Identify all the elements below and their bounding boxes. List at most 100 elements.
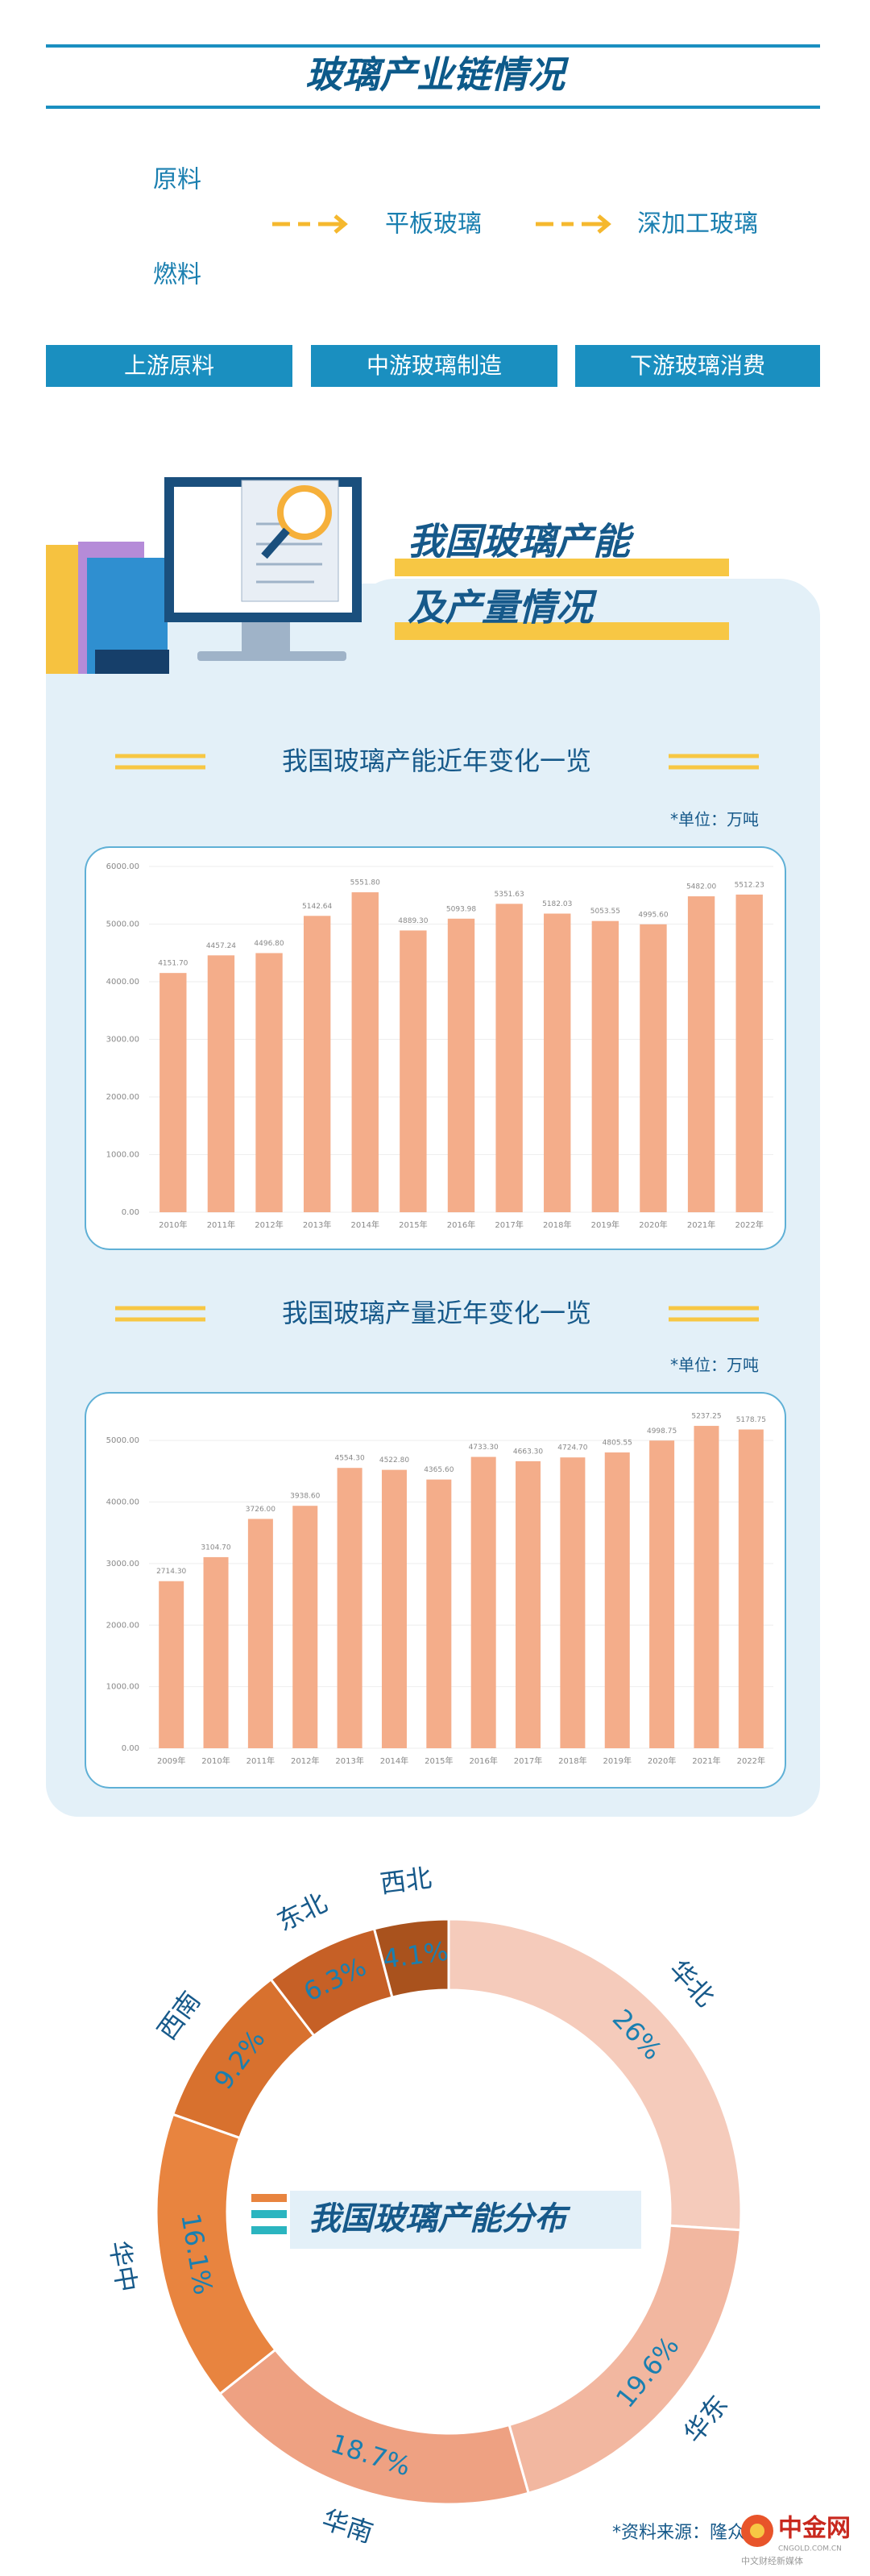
y-tick-label: 5000.00 [106, 1436, 139, 1445]
value-label: 5142.64 [302, 903, 332, 911]
value-label: 4496.80 [254, 940, 284, 948]
bar [470, 1456, 496, 1748]
chart-title: 我国玻璃产能近年变化一览 [282, 746, 591, 776]
x-tick-label: 2021年 [692, 1755, 720, 1766]
stage-label: 上游原料 [124, 352, 214, 379]
donut-segment [218, 2348, 530, 2506]
value-label: 4663.30 [513, 1448, 543, 1456]
bar [560, 1457, 586, 1748]
bar [351, 892, 379, 1212]
value-label: 5237.25 [691, 1413, 721, 1421]
bar [447, 918, 475, 1212]
section-icon [46, 477, 362, 674]
y-tick-label: 1000.00 [106, 1151, 139, 1160]
value-label: 3104.70 [201, 1544, 230, 1552]
bar [337, 1468, 362, 1748]
bar [400, 930, 427, 1212]
heading-deco [115, 754, 759, 1322]
value-label: 5512.23 [735, 881, 764, 889]
x-tick-label: 2012年 [255, 1219, 283, 1230]
value-label: 4995.60 [638, 911, 668, 919]
x-tick-label: 2011年 [207, 1219, 235, 1230]
x-tick-label: 2010年 [159, 1219, 187, 1230]
x-tick-label: 2014年 [380, 1755, 408, 1766]
flow-step: 平板玻璃 [385, 210, 482, 239]
donut-segment [447, 1917, 743, 2232]
value-label: 5482.00 [686, 883, 716, 891]
y-tick-label: 0.00 [122, 1744, 139, 1753]
donut-title: 我国玻璃产能分布 [309, 2200, 571, 2237]
x-tick-label: 2013年 [335, 1755, 363, 1766]
donut-title-icon [251, 2226, 287, 2234]
bar [255, 953, 283, 1212]
y-tick-label: 0.00 [122, 1208, 139, 1217]
x-tick-label: 2016年 [447, 1219, 475, 1230]
flow-input: 原料 [153, 166, 201, 194]
bar [426, 1479, 452, 1748]
stage-box [46, 345, 292, 387]
value-label: 5178.75 [736, 1416, 766, 1424]
x-tick-label: 2018年 [543, 1219, 571, 1230]
x-tick-label: 2010年 [201, 1755, 230, 1766]
bar [516, 1460, 541, 1748]
region-label: 西南 [151, 1986, 206, 2046]
x-tick-label: 2015年 [399, 1219, 427, 1230]
value-label: 5182.03 [542, 900, 572, 908]
bar [207, 955, 235, 1212]
x-tick-label: 2017年 [495, 1219, 523, 1230]
value-label: 5053.55 [590, 908, 620, 916]
bar [591, 920, 619, 1212]
donut-segment [372, 1917, 450, 1999]
bar [160, 973, 187, 1212]
x-tick-label: 2016年 [469, 1755, 497, 1766]
y-tick-label: 6000.00 [106, 862, 139, 871]
value-label: 2714.30 [156, 1568, 186, 1576]
region-label: 东北 [272, 1887, 332, 1937]
value-label: 4457.24 [206, 942, 236, 950]
bar [159, 1581, 184, 1748]
donut-segment [155, 2113, 277, 2396]
value-label: 4805.55 [603, 1440, 632, 1448]
bar [738, 1429, 764, 1748]
donut-title-icon [251, 2194, 287, 2202]
logo-mark [750, 2524, 764, 2538]
flow-input: 燃料 [153, 261, 201, 289]
header-title: 玻璃产业链情况 [305, 53, 570, 97]
title-highlight [395, 559, 729, 576]
x-tick-label: 2020年 [648, 1755, 676, 1766]
section-title: 及产量情况 [408, 586, 598, 629]
x-tick-label: 2015年 [425, 1755, 453, 1766]
bar [640, 924, 667, 1212]
stage-label: 下游玻璃消费 [630, 352, 765, 379]
x-tick-label: 2014年 [351, 1219, 379, 1230]
bar [687, 896, 715, 1212]
x-tick-label: 2020年 [639, 1219, 667, 1230]
y-tick-label: 3000.00 [106, 1560, 139, 1568]
x-tick-label: 2012年 [291, 1755, 319, 1766]
x-tick-label: 2022年 [737, 1755, 765, 1766]
value-label: 4724.70 [557, 1444, 587, 1452]
value-label: 4151.70 [158, 960, 188, 968]
value-label: 5551.80 [350, 879, 380, 887]
bar [292, 1506, 318, 1748]
value-label: 4733.30 [469, 1444, 499, 1452]
logo-domain: CNGOLD.COM.CN [778, 2545, 842, 2553]
value-label: 4554.30 [334, 1455, 364, 1463]
x-tick-label: 2013年 [303, 1219, 331, 1230]
y-tick-label: 2000.00 [106, 1093, 139, 1102]
x-tick-label: 2021年 [687, 1219, 715, 1230]
logo-name: 中金网 [778, 2515, 851, 2543]
bar [247, 1519, 273, 1748]
stage-box [575, 345, 820, 387]
value-label: 3726.00 [246, 1506, 276, 1514]
chart-frame [85, 846, 786, 1250]
flow-step: 深加工玻璃 [637, 210, 758, 239]
x-tick-label: 2019年 [603, 1755, 632, 1766]
bar [604, 1452, 630, 1748]
title-highlight [395, 622, 729, 640]
value-label: 4522.80 [379, 1456, 409, 1465]
region-label: 华东 [677, 2390, 734, 2449]
logo-tagline: 中文财经新媒体 [741, 2555, 803, 2566]
y-tick-label: 5000.00 [106, 920, 139, 929]
chart-title: 我国玻璃产量近年变化一览 [282, 1298, 591, 1328]
